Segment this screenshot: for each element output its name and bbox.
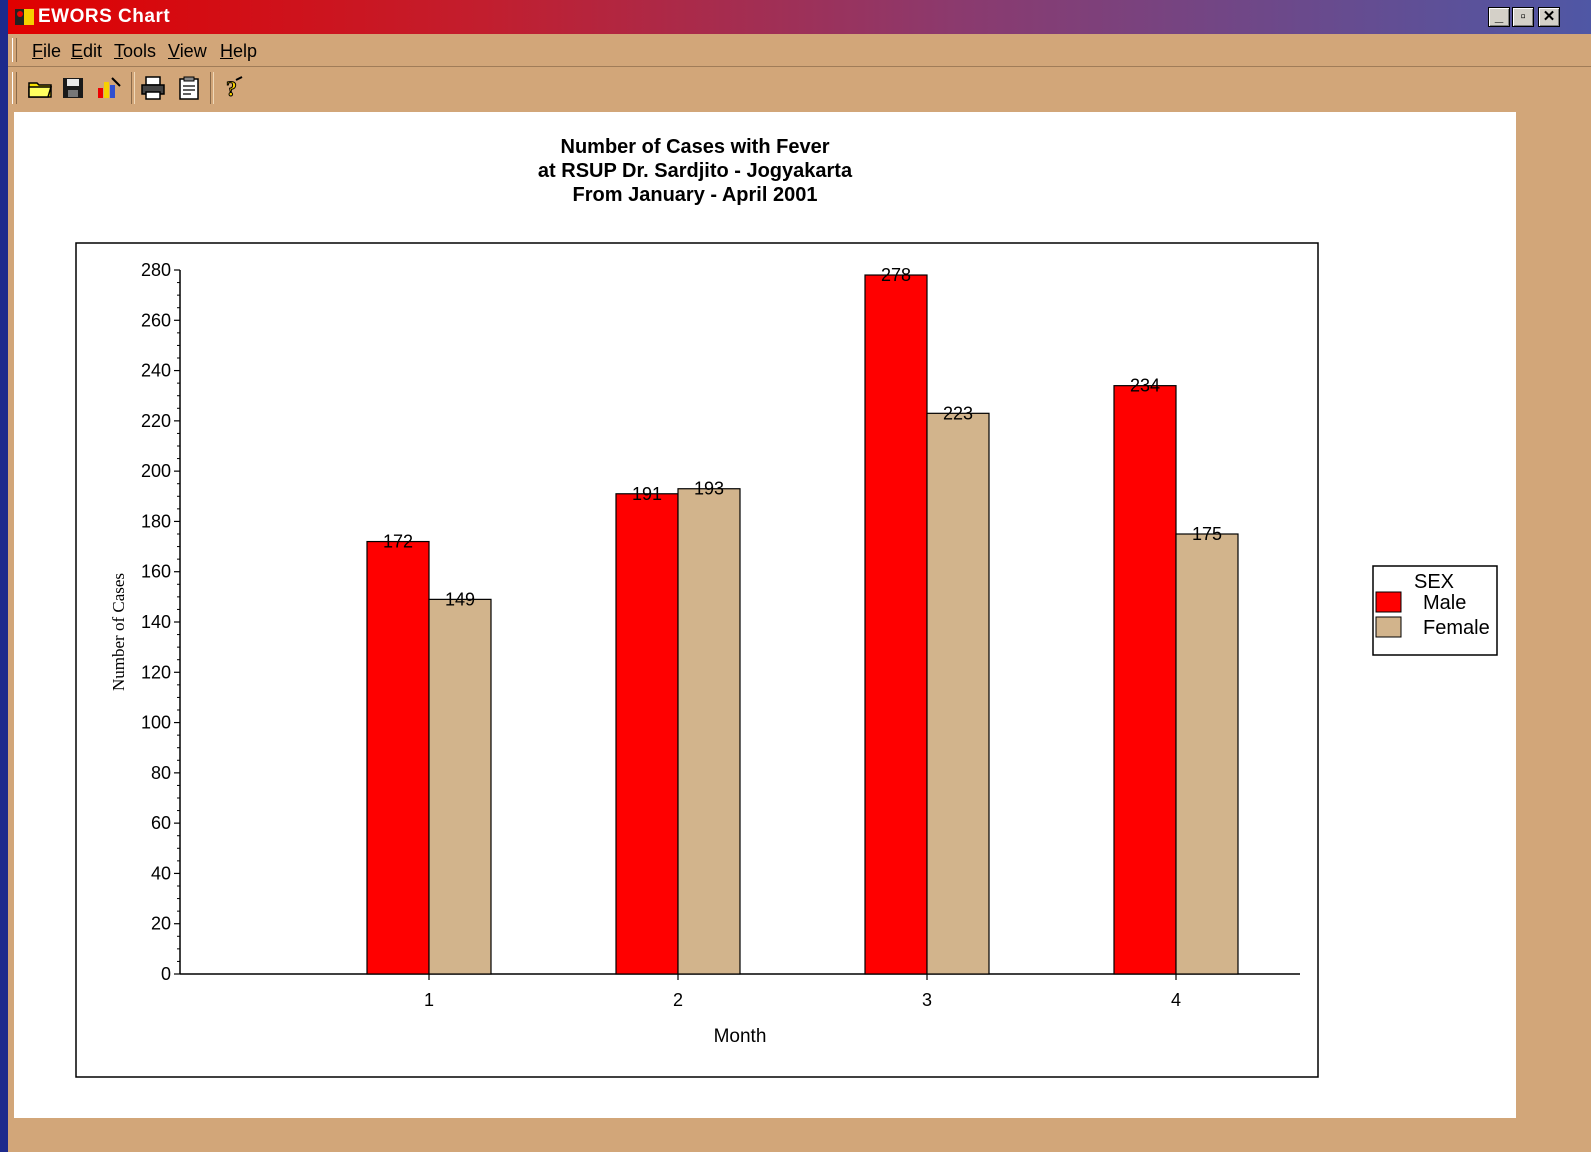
x-tick-label: 1 [424, 990, 434, 1010]
toolbar-separator [210, 72, 214, 104]
plot-frame [75, 242, 1319, 1078]
y-tick-label: 120 [141, 662, 171, 682]
y-tick-label: 180 [141, 511, 171, 531]
y-tick-label: 200 [141, 461, 171, 481]
chart-title-line-1: Number of Cases with Fever [561, 136, 830, 158]
y-tick-label: 100 [141, 713, 171, 733]
window-title: EWORS Chart [38, 6, 171, 27]
app-window: EWORS Chart _ ▫ ✕ File Edit Tools View H… [8, 0, 1591, 1152]
help-icon[interactable]: ? [218, 74, 248, 102]
x-axis-title: Month [714, 1026, 767, 1047]
open-folder-icon[interactable] [26, 74, 56, 102]
toolbar: ? [8, 66, 1591, 110]
chart-wizard-icon[interactable] [94, 74, 124, 102]
legend-swatch-male [1375, 591, 1402, 613]
menu-edit[interactable]: Edit [71, 41, 103, 61]
legend: SEX Male Female [1372, 565, 1498, 656]
toolbar-separator [131, 72, 135, 104]
y-tick-label: 240 [141, 361, 171, 381]
chart-title-line-2: at RSUP Dr. Sardjito - Jogyakarta [538, 160, 853, 182]
toolbar-grip[interactable] [12, 72, 17, 104]
data-label: 191 [632, 484, 662, 504]
x-tick-label: 3 [922, 990, 932, 1010]
y-axis-title: Number of Cases [109, 573, 128, 691]
y-tick-label: 280 [141, 260, 171, 280]
bar-female-month-4 [1175, 533, 1239, 975]
data-label: 149 [445, 589, 475, 609]
menu-bar: File Edit Tools View Help [8, 34, 1591, 67]
save-disk-icon[interactable] [58, 74, 88, 102]
svg-text:?: ? [226, 76, 237, 101]
print-icon[interactable] [138, 74, 168, 102]
data-label: 234 [1130, 376, 1160, 396]
menu-tools[interactable]: Tools [114, 41, 157, 61]
legend-label-female: Female [1423, 617, 1490, 639]
data-label: 278 [881, 265, 911, 285]
x-tick-label: 4 [1171, 990, 1181, 1010]
legend-swatch-female [1375, 616, 1402, 638]
menu-help[interactable]: Help [220, 41, 258, 61]
chart-title-line-3: From January - April 2001 [573, 184, 818, 206]
bar-female-month-1 [428, 598, 492, 975]
y-tick-label: 220 [141, 411, 171, 431]
data-label: 193 [694, 479, 724, 499]
clipboard-icon[interactable] [174, 74, 204, 102]
legend-title: SEX [1414, 571, 1454, 593]
y-tick-label: 160 [141, 562, 171, 582]
data-label: 175 [1192, 524, 1222, 544]
y-tick-label: 0 [161, 964, 171, 984]
legend-label-male: Male [1423, 592, 1466, 614]
minimize-button[interactable]: _ [1488, 7, 1510, 27]
y-tick-label: 80 [151, 763, 171, 783]
y-tick-label: 260 [141, 310, 171, 330]
bar-male-month-3 [864, 274, 928, 975]
data-label: 223 [943, 403, 973, 423]
bar-female-month-2 [677, 488, 741, 975]
y-tick-label: 40 [151, 863, 171, 883]
restore-button[interactable]: ▫ [1512, 7, 1534, 27]
bar-male-month-4 [1113, 385, 1177, 975]
title-bar[interactable]: EWORS Chart _ ▫ ✕ [8, 0, 1591, 34]
close-button[interactable]: ✕ [1538, 7, 1560, 27]
bar-male-month-1 [366, 540, 430, 975]
bar-male-month-2 [615, 493, 679, 975]
y-tick-label: 60 [151, 813, 171, 833]
menu-view[interactable]: View [168, 41, 207, 61]
bar-chart: Number of Cases with Fever at RSUP Dr. S… [75, 136, 1498, 1078]
bar-female-month-3 [926, 412, 990, 975]
y-tick-label: 140 [141, 612, 171, 632]
menu-file[interactable]: File [32, 41, 62, 61]
app-logo-icon [15, 9, 34, 25]
menubar-grip[interactable] [12, 38, 17, 62]
x-tick-label: 2 [673, 990, 683, 1010]
data-label: 172 [383, 532, 413, 552]
plot-area: 0 20 40 60 80 100 120 140 160 180 200 220 240 260 280 1… [141, 260, 1300, 1010]
y-tick-label: 20 [151, 914, 171, 934]
chart-area: Number of Cases with Fever at RSUP Dr. S… [14, 112, 1516, 1118]
